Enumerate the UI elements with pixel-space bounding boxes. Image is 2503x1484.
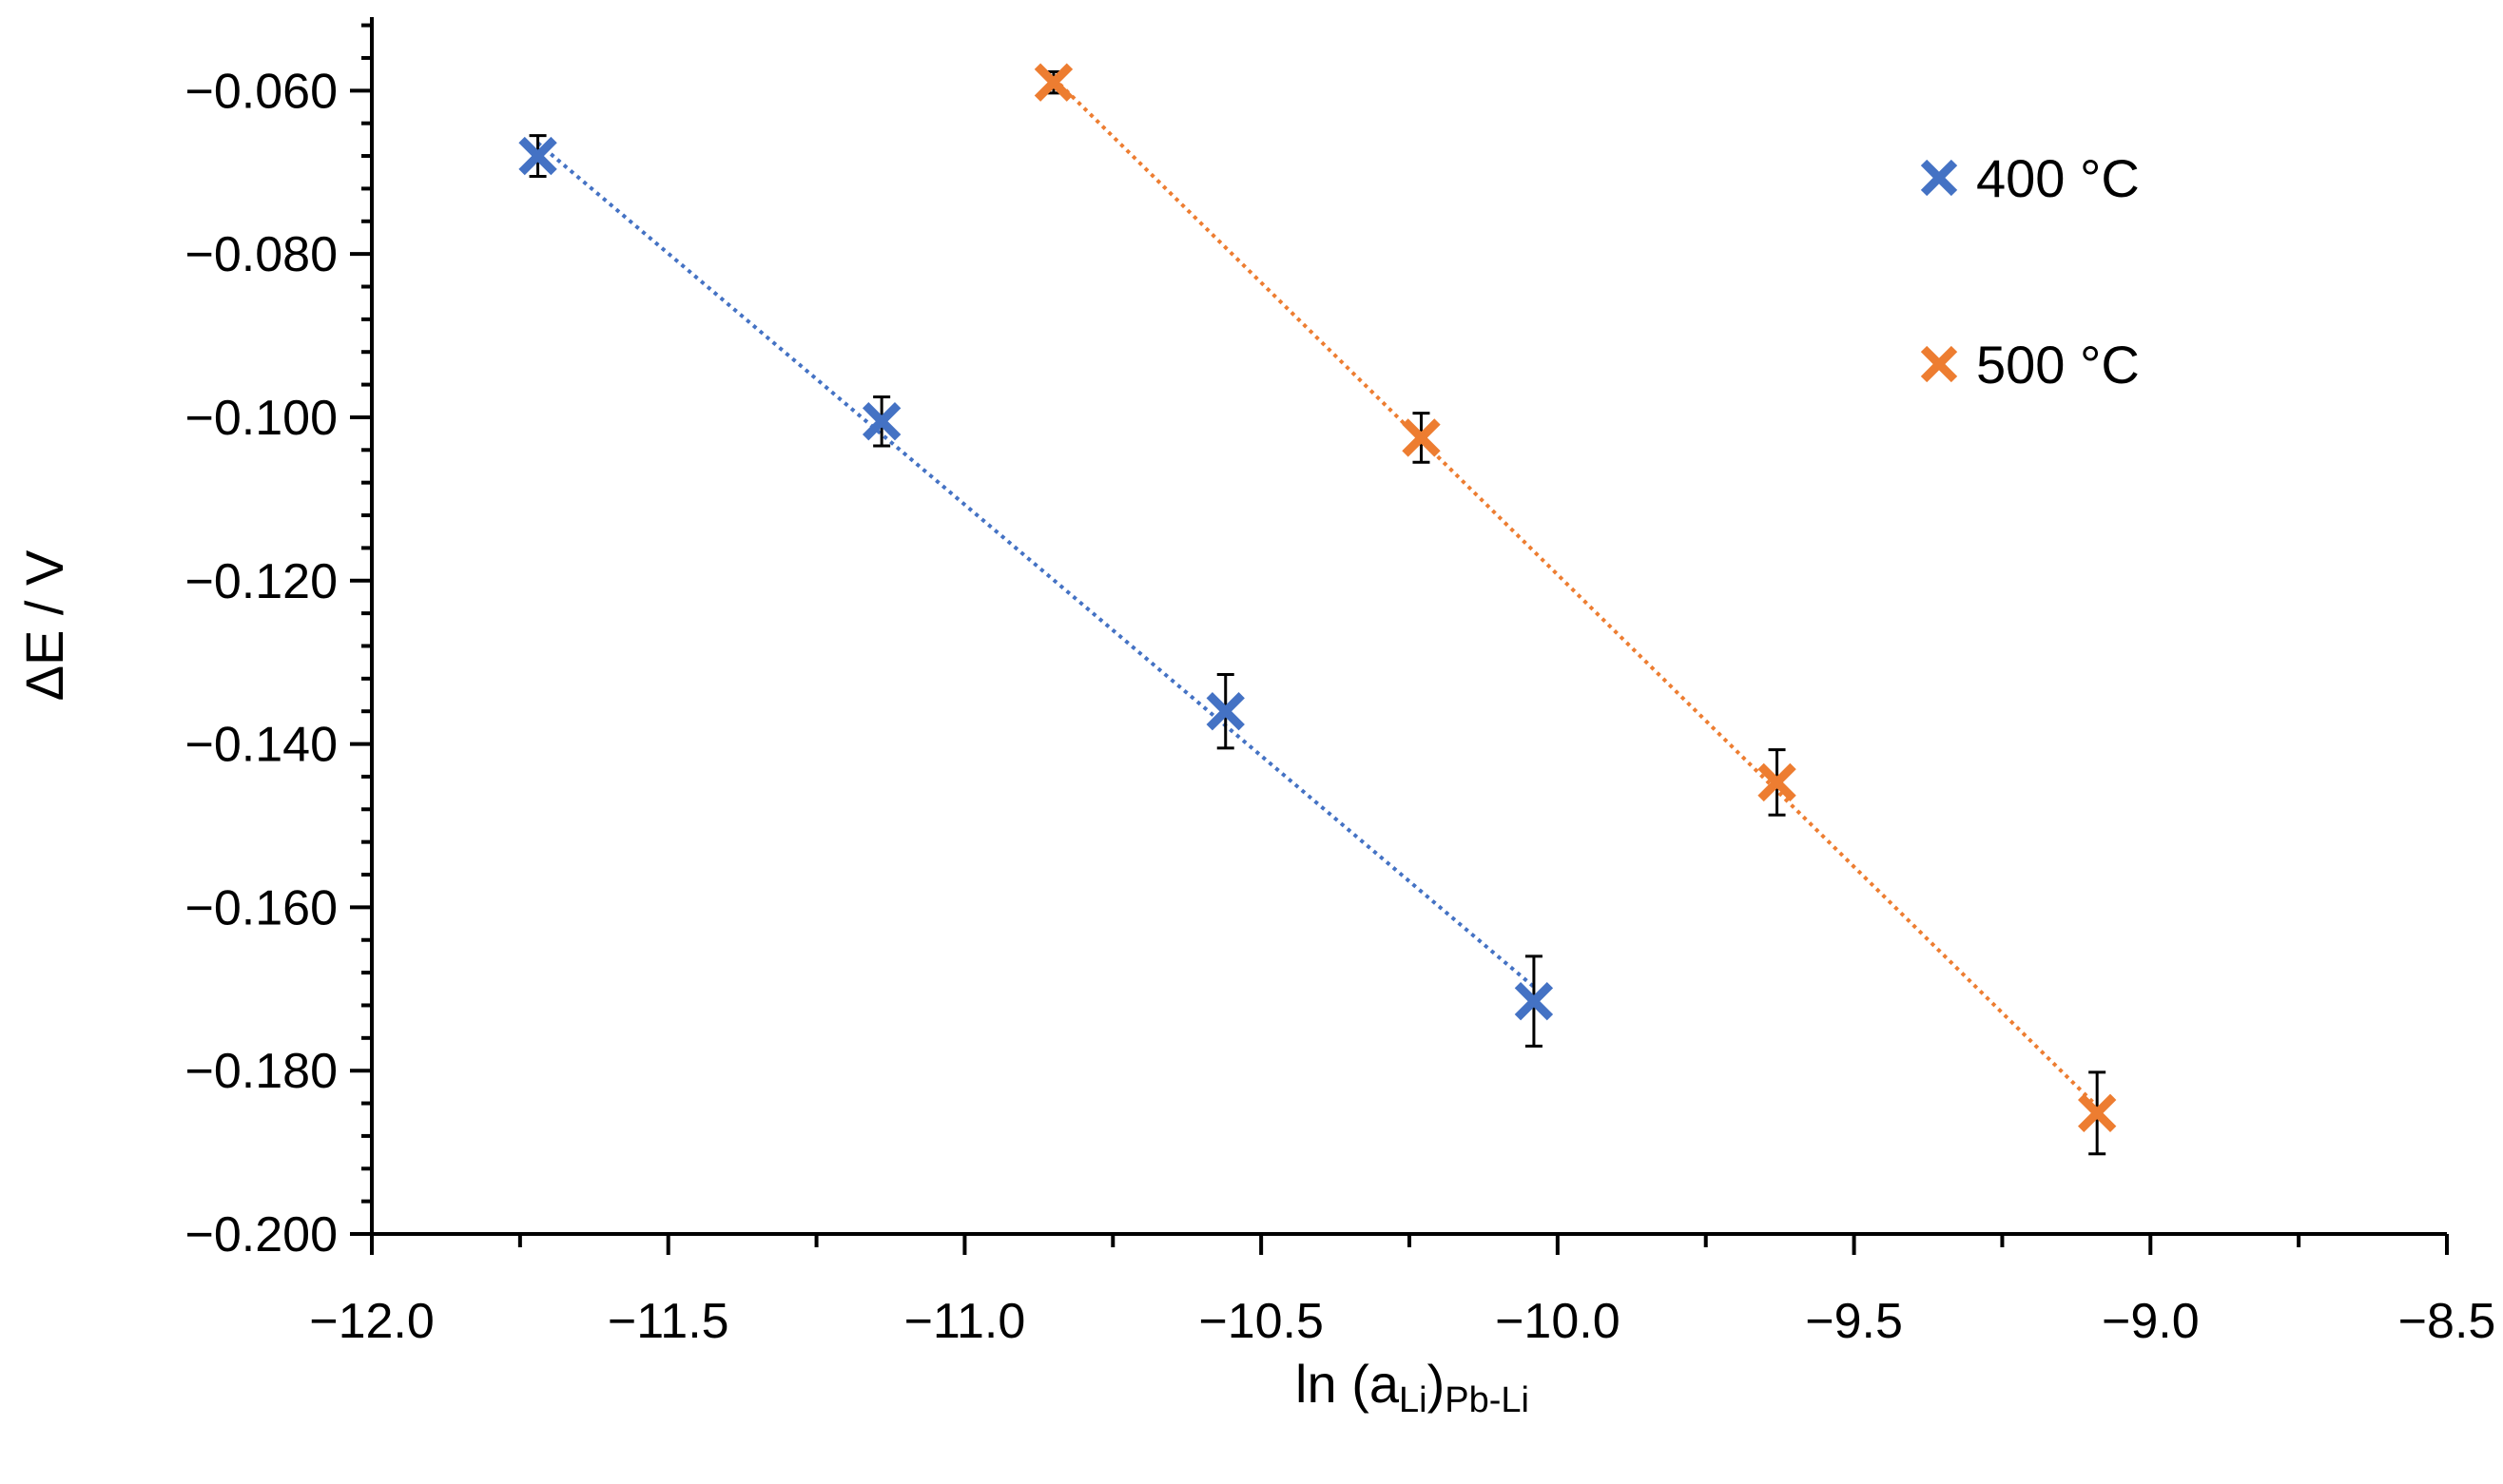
legend-label: 400 °C: [1976, 148, 2140, 208]
marker-stroke: [1514, 981, 1554, 1021]
x-ticks: −12.0 −11.5 −11.0 −10.5 −10.0 −9.5 −9.0 −8.5: [309, 1234, 2495, 1349]
x-tick-label: −11.0: [904, 1294, 1026, 1349]
y-tick-label: −0.060: [185, 64, 339, 119]
data-point-series-1: [862, 402, 902, 441]
legend-entry-2: 500 °C: [1920, 335, 2140, 395]
data-point-series-2: [1402, 418, 1441, 457]
trendline-series-1: [536, 141, 1536, 989]
x-tick-label: −10.0: [1495, 1294, 1620, 1349]
y-tick-label: −0.160: [185, 880, 339, 935]
y-axis-title: ΔE / V: [14, 549, 74, 701]
marker-stroke: [1206, 692, 1245, 731]
y-tick-label: −0.120: [185, 554, 339, 609]
marker-stroke: [1757, 762, 1796, 802]
y-tick-label: −0.140: [185, 718, 339, 773]
x-tick-label: −10.5: [1198, 1294, 1324, 1349]
data-point-series-1: [1514, 981, 1554, 1021]
data-point-series-2: [2077, 1093, 2117, 1133]
x-tick-label: −8.5: [2398, 1294, 2496, 1349]
x-tick-label: −9.0: [2102, 1294, 2200, 1349]
marker-stroke: [518, 136, 557, 176]
x-tick-label: −12.0: [309, 1294, 435, 1349]
marker-stroke: [1920, 159, 1958, 197]
y-ticks: −0.200 −0.180 −0.160 −0.140 −0.120 −0.100 −0.0…: [185, 23, 372, 1262]
trendlines: [536, 76, 2099, 1108]
y-tick-label: −0.100: [185, 391, 339, 446]
x-axis-title-subscript-pbli: Pb-Li: [1445, 1380, 1529, 1420]
legend-marker: [1920, 345, 1958, 383]
markers: [518, 63, 2117, 1133]
legend: 400 °C 500 °C: [1920, 148, 2140, 395]
marker-stroke: [2077, 1093, 2117, 1133]
marker-stroke: [1920, 345, 1958, 383]
marker-stroke: [1034, 63, 1074, 102]
marker-stroke: [1402, 418, 1441, 457]
error-bars: [529, 70, 2106, 1156]
x-tick-label: −11.5: [608, 1294, 729, 1349]
y-tick-label: −0.200: [185, 1207, 339, 1262]
x-axis-title: ln (aLi)Pb-Li: [1295, 1354, 1529, 1420]
legend-label: 500 °C: [1976, 335, 2140, 395]
data-point-series-2: [1034, 63, 1074, 102]
x-tick-label: −9.5: [1805, 1294, 1903, 1349]
data-point-series-2: [1757, 762, 1796, 802]
data-point-series-1: [518, 136, 557, 176]
y-tick-label: −0.080: [185, 227, 339, 282]
x-axis-title-subscript-li: Li: [1399, 1380, 1427, 1420]
data-point-series-1: [1206, 692, 1245, 731]
legend-entry-1: 400 °C: [1920, 148, 2140, 208]
x-axis-title-main: ln (a: [1295, 1354, 1400, 1414]
trendline-series-2: [1052, 76, 2099, 1108]
x-axis-title-close-paren: ): [1427, 1354, 1446, 1414]
legend-marker: [1920, 159, 1958, 197]
marker-stroke: [862, 402, 902, 441]
y-tick-label: −0.180: [185, 1044, 339, 1099]
